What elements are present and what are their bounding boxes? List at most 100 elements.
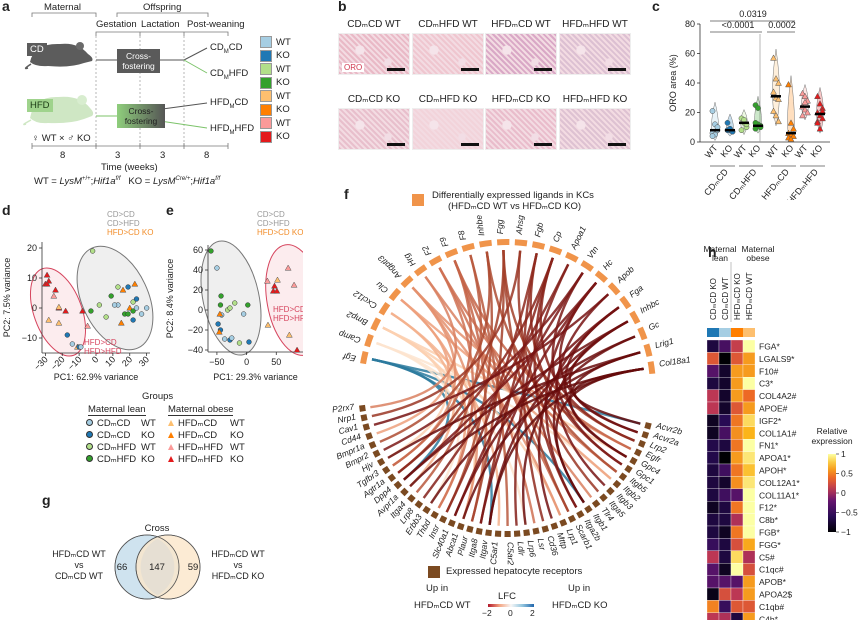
group-genotype: KO	[230, 430, 244, 441]
heatmap-row-label: IGF2*	[759, 416, 782, 426]
receptor-arc	[606, 486, 615, 496]
heatmap-cell	[742, 538, 756, 551]
data-point	[218, 293, 224, 299]
groups-legend-item: HFDₘCD KO	[168, 430, 244, 441]
histology-image	[412, 33, 484, 75]
ligand-arc	[444, 247, 459, 259]
data-point	[143, 305, 150, 311]
receptor-label: Itga8	[466, 537, 479, 558]
data-point	[770, 88, 777, 95]
ligand-label: Angptl3	[376, 253, 404, 282]
y-axis-label: PC2: 7.5% variance	[2, 258, 12, 338]
group-name: CDₘCD	[97, 418, 131, 429]
y-axis-label: ORO area (%)	[668, 54, 678, 112]
legend-label: KO	[276, 104, 290, 115]
group-name: HFDₘCD	[178, 418, 218, 429]
ligand-arc	[428, 255, 443, 267]
group-genotype: WT	[230, 442, 245, 453]
histology-image	[559, 33, 631, 75]
data-point	[55, 303, 63, 310]
heatmap-cell	[742, 389, 756, 403]
data-point	[130, 317, 136, 323]
data-point	[814, 119, 821, 126]
triangle-marker-icon	[168, 420, 174, 426]
receptor-arc	[584, 505, 593, 514]
cross-fostering-label-hfd: Cross-fostering	[124, 106, 158, 126]
heatmap-cell	[718, 389, 732, 403]
receptor-label: Lrp6	[526, 540, 538, 558]
ellipse-label: HFD>HFD	[84, 347, 122, 356]
heatmap-cell	[730, 339, 744, 353]
ligand-label: F8	[456, 229, 468, 241]
heatmap-column-color	[731, 328, 743, 337]
data-point	[89, 248, 96, 254]
ligand-label: Hrg	[401, 251, 417, 268]
genotype-legend-item: KO	[260, 49, 290, 62]
heatmap-cell	[730, 463, 744, 477]
heatmap-cell	[730, 389, 744, 403]
heatmap-cell	[706, 476, 720, 489]
legend-label: WT	[276, 117, 291, 129]
heatmap-cell	[730, 513, 744, 527]
venn-right-label: HFDₘCD WT	[211, 549, 265, 559]
receptor-arc	[637, 439, 646, 448]
ellipse-label: HFD>CD	[84, 338, 117, 347]
ligand-label: Clu	[374, 279, 390, 295]
group-genotype: WT	[230, 418, 245, 429]
up-in-right-group: HFDₘCD KO	[552, 600, 608, 611]
heatmap-cell	[706, 364, 720, 378]
lfc-colorbar	[488, 604, 534, 607]
genotype-legend-item: WT	[260, 63, 291, 75]
heatmap-row-label: APOB*	[759, 577, 787, 587]
data-point	[96, 302, 103, 308]
heatmap-chart: CDₘCD KO CDₘCD WT HFDₘCD KO HFDₘCD WT FGA* LG…	[706, 262, 858, 620]
venn-left-label: vs	[75, 560, 85, 570]
ligand-label: Gc	[647, 319, 662, 333]
data-point	[45, 316, 53, 323]
data-point	[138, 311, 145, 317]
data-point	[217, 302, 224, 308]
receptor-arc	[612, 479, 622, 489]
receptor-arc	[372, 449, 381, 458]
data-point	[108, 293, 114, 299]
ligand-label: Vtn	[585, 244, 601, 260]
colorbar-tick-label: −1	[841, 527, 851, 537]
heatmap-cell	[706, 587, 720, 601]
ellipse-label: CD>HFD	[257, 219, 290, 228]
heatmap-cell	[718, 587, 732, 601]
heatmap-cell	[730, 550, 744, 564]
data-point	[724, 119, 731, 126]
heatmap-column-color	[743, 328, 755, 337]
ellipse-label: HFD>HFD	[273, 314, 303, 323]
heatmap-cell	[718, 439, 732, 452]
heatmap-cell	[742, 575, 756, 589]
heatmap-cell	[730, 426, 744, 440]
genotype-legend-item: WT	[260, 117, 291, 129]
group-name: HFDₘHFD	[178, 454, 223, 465]
y-tick-label: 80	[685, 19, 695, 29]
chord-link	[502, 250, 570, 513]
histology-title: CDₘCD WT	[347, 19, 401, 30]
heatmap-row-label: COL11A1*	[759, 490, 800, 500]
data-point	[214, 265, 220, 271]
ligand-label: F9	[437, 235, 450, 248]
receptor-arc	[523, 529, 531, 537]
colorbar-tick-label: −0.5	[841, 508, 858, 518]
x-tick-label: −20	[49, 354, 67, 372]
receptor-label: Lsr	[536, 537, 548, 552]
genotype-legend-item: KO	[260, 103, 290, 116]
ligand-label: Lrig1	[654, 336, 675, 351]
ligand-arc	[629, 310, 641, 325]
sig-label: 0.0002	[768, 20, 796, 30]
heatmap-row-label: F10#	[759, 366, 779, 376]
heatmap-cell	[706, 600, 720, 613]
receptor-arc	[362, 423, 371, 431]
receptor-legend-text: Expressed hepatocyte receptors	[446, 566, 583, 577]
heatmap-cell	[730, 600, 744, 613]
histology-title: CDₘCD KO	[347, 94, 401, 105]
chord-link	[488, 367, 644, 526]
data-point	[125, 284, 131, 290]
data-point	[709, 108, 716, 114]
time-tick-3: 8	[204, 150, 210, 161]
